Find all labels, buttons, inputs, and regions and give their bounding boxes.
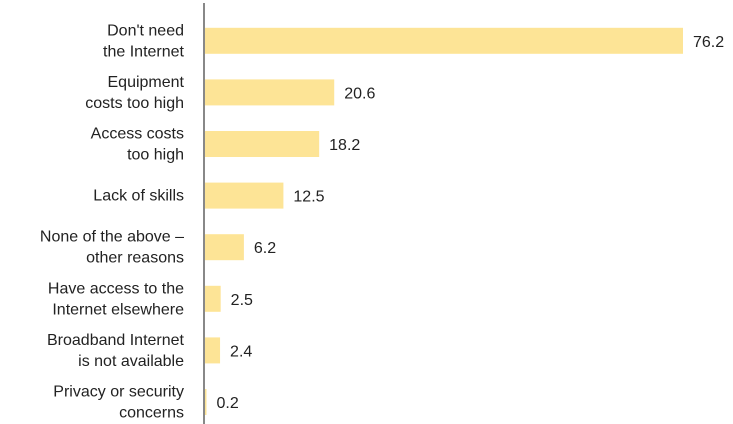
category-label: Have access to the Internet elsewhere <box>48 280 184 318</box>
category-label-line: Access costs <box>91 126 184 143</box>
category-label: Privacy or security concerns <box>53 384 184 422</box>
value-label: 76.2 <box>693 34 724 51</box>
value-label: 12.5 <box>293 189 324 206</box>
category-label: Equipment costs too high <box>85 74 184 112</box>
bar <box>205 79 335 106</box>
bar <box>205 27 683 54</box>
value-label: 2.5 <box>231 292 253 309</box>
category-label-line: Don't need <box>107 22 184 39</box>
category-label-line: Privacy or security <box>53 384 184 401</box>
category-label-line: concerns <box>119 405 184 422</box>
value-label: 2.4 <box>230 343 252 360</box>
category-label-line: is not available <box>78 353 184 370</box>
value-label: 0.2 <box>217 395 239 412</box>
bars-group <box>205 27 683 415</box>
category-label-line: the Internet <box>103 43 185 60</box>
category-label-line: Broadband Internet <box>47 332 185 349</box>
value-labels-group: 76.2 20.6 18.2 12.5 6.2 2.5 2.4 0.2 <box>217 34 725 412</box>
value-label: 18.2 <box>329 137 360 154</box>
bar <box>205 131 320 157</box>
category-label-line: None of the above – <box>40 229 184 246</box>
category-label-line: Internet elsewhere <box>52 301 184 318</box>
value-label: 20.6 <box>344 85 375 102</box>
category-label: Lack of skills <box>93 188 184 205</box>
bar <box>205 337 221 364</box>
category-labels-group: Don't need the Internet Equipment costs too… <box>40 22 185 421</box>
category-label-line: costs too high <box>85 95 184 112</box>
category-label: None of the above – other reasons <box>40 229 184 267</box>
category-label-line: Equipment <box>108 74 185 91</box>
bar <box>205 389 207 415</box>
category-label-line: Lack of skills <box>93 188 184 205</box>
category-label-line: Have access to the <box>48 280 184 297</box>
category-label: Broadband Internet is not available <box>47 332 185 370</box>
category-label-line: other reasons <box>86 250 184 267</box>
bar <box>205 234 244 261</box>
category-label: Don't need the Internet <box>103 22 185 60</box>
bar <box>205 285 221 312</box>
value-label: 6.2 <box>254 240 276 257</box>
category-label: Access costs too high <box>91 126 184 164</box>
category-label-line: too high <box>127 147 184 164</box>
bar <box>205 182 284 209</box>
